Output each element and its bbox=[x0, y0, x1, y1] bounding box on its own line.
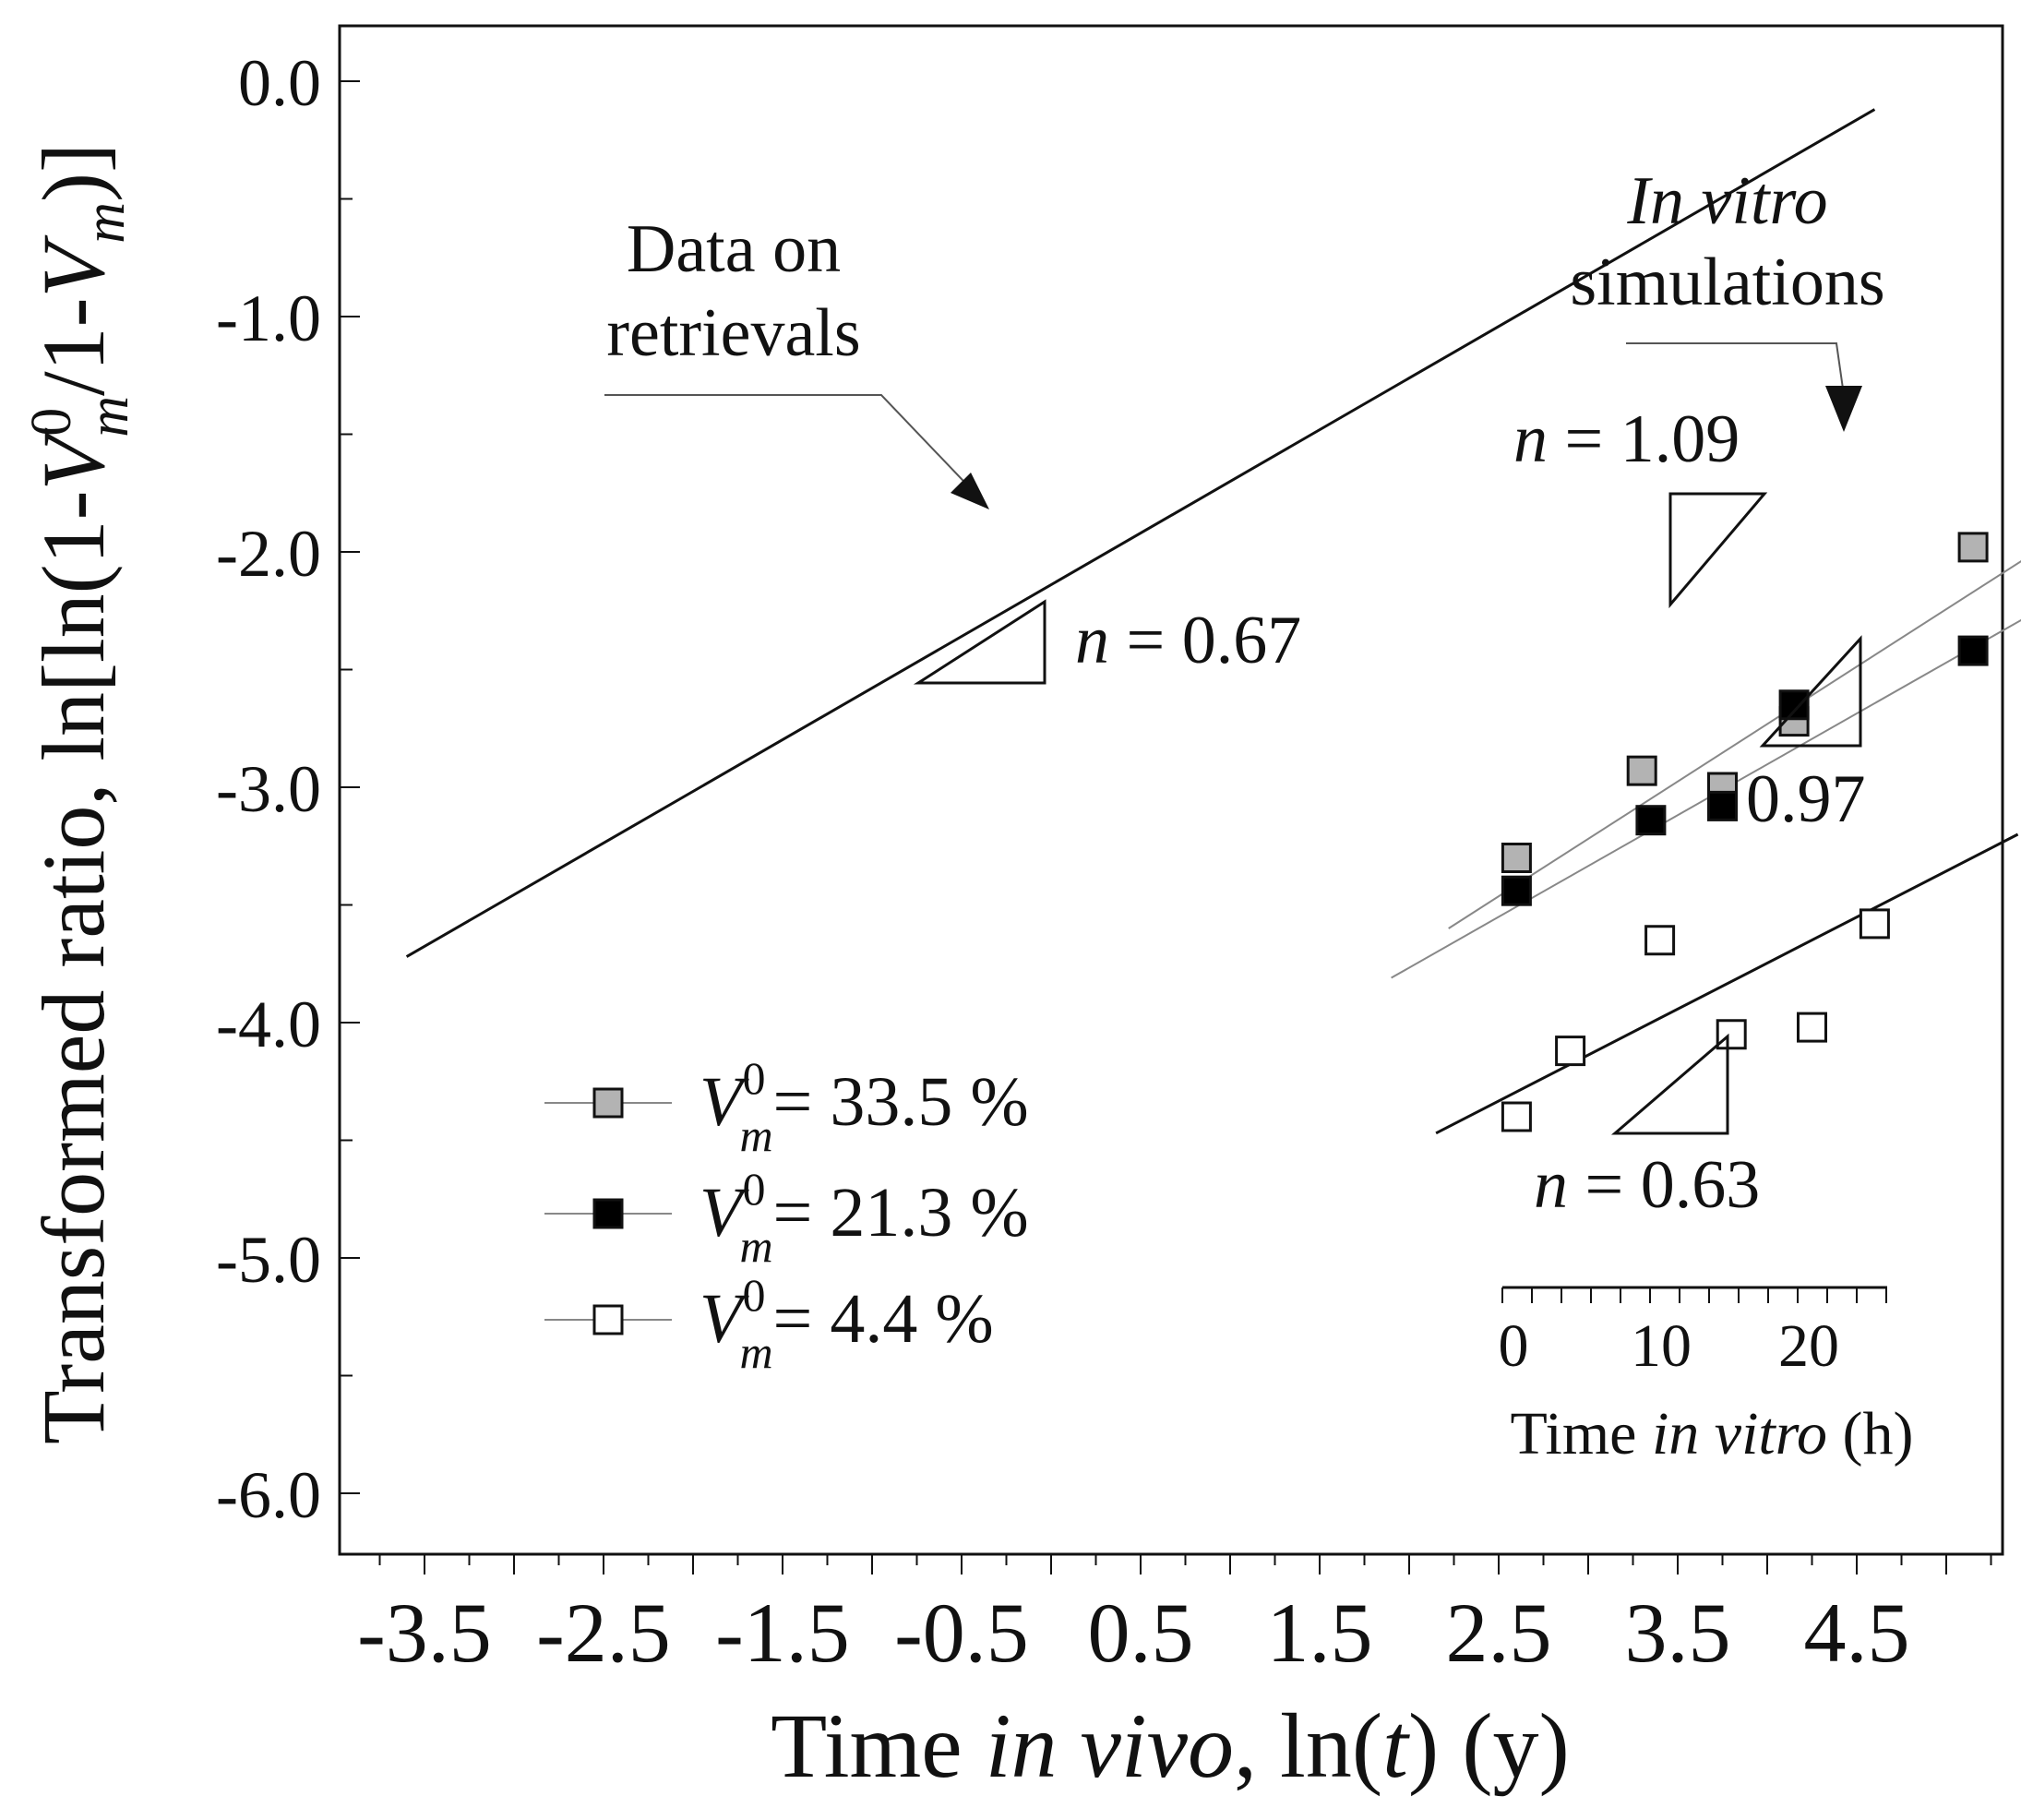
x-axis: -3.5 -2.5 -1.5 -0.5 0.5 1.5 2.5 3.5 4.5 bbox=[357, 1554, 1992, 1680]
inset-tick-20: 20 bbox=[1778, 1312, 1839, 1380]
y-tick-label: 0.0 bbox=[238, 46, 321, 120]
fit-line-213 bbox=[1391, 618, 2021, 979]
legend-label: V0 m= 4.4 % bbox=[700, 1269, 994, 1378]
plot-frame bbox=[338, 24, 2004, 1556]
slope-triangle-109 bbox=[1668, 492, 1768, 609]
legend-marker bbox=[592, 1087, 624, 1119]
inset-tick-10: 10 bbox=[1631, 1312, 1692, 1380]
legend-marker bbox=[592, 1304, 624, 1335]
legend-label: V0 m= 21.3 % bbox=[700, 1163, 1029, 1272]
annotation-n063: n = 0.63 bbox=[1534, 1147, 1760, 1223]
annotation-n067: n = 0.67 bbox=[1075, 603, 1301, 678]
x-tick-label: 4.5 bbox=[1804, 1586, 1910, 1680]
invitro-pointer bbox=[1626, 342, 1845, 396]
annotation-retrievals-1: Data on bbox=[627, 211, 841, 287]
fit-line-44 bbox=[1435, 832, 2019, 1135]
data-point bbox=[1716, 1019, 1747, 1050]
data-point bbox=[1778, 689, 1810, 721]
retrieval-trend-line bbox=[405, 108, 1876, 958]
annotation-n109: n = 1.09 bbox=[1513, 401, 1740, 477]
legend: V0 m= 33.5 %V0 m= 21.3 %V0 m= 4.4 % bbox=[544, 1052, 1029, 1378]
x-tick-label: 1.5 bbox=[1267, 1586, 1373, 1680]
data-point bbox=[1644, 925, 1676, 956]
y-tick-label: -2.0 bbox=[216, 517, 321, 591]
data-point bbox=[1957, 532, 1989, 563]
data-points bbox=[1501, 532, 1989, 1132]
y-tick-label: -5.0 bbox=[216, 1223, 321, 1297]
annotation-retrievals-2: retrievals bbox=[606, 295, 860, 371]
y-axis-label: Transformed ratio, ln[ln(1-V0m/1-Vm)] bbox=[20, 143, 140, 1444]
retrievals-pointer bbox=[604, 394, 981, 499]
data-point bbox=[1957, 635, 1989, 666]
retrievals-arrowhead-icon bbox=[951, 473, 989, 509]
invitro-arrowhead-icon bbox=[1825, 386, 1862, 432]
annotation-invitro-1: In vitro bbox=[1626, 163, 1827, 239]
legend-label: V0 m= 33.5 % bbox=[700, 1052, 1029, 1161]
inset-time-axis: 0 10 20 Time in vitro (h) bbox=[1499, 1286, 1914, 1467]
x-tick-label: -1.5 bbox=[715, 1586, 850, 1680]
slope-triangle-067 bbox=[913, 599, 1046, 685]
annotation-invitro-2: simulations bbox=[1570, 245, 1884, 320]
y-tick-label: -4.0 bbox=[216, 988, 321, 1061]
y-axis: 0.0 -1.0 -2.0 -3.0 -4.0 -5.0 -6.0 bbox=[216, 46, 360, 1532]
fit-lines bbox=[1391, 559, 2021, 1135]
x-tick-label: -0.5 bbox=[894, 1586, 1029, 1680]
data-point bbox=[1635, 805, 1667, 836]
data-point bbox=[1501, 1101, 1532, 1132]
data-point bbox=[1626, 755, 1657, 786]
data-point bbox=[1555, 1036, 1586, 1067]
x-tick-label: 0.5 bbox=[1088, 1586, 1194, 1680]
fit-line-335 bbox=[1448, 559, 2021, 929]
inset-axis-label: Time in vitro (h) bbox=[1511, 1400, 1914, 1467]
y-tick-label: -1.0 bbox=[216, 281, 321, 355]
data-point bbox=[1501, 875, 1532, 906]
data-point bbox=[1707, 790, 1738, 821]
data-point bbox=[1859, 908, 1890, 940]
y-tick-label: -6.0 bbox=[216, 1458, 321, 1532]
legend-marker bbox=[592, 1198, 624, 1229]
inset-tick-0: 0 bbox=[1499, 1312, 1529, 1380]
x-tick-label: 3.5 bbox=[1625, 1586, 1731, 1680]
x-tick-label: 2.5 bbox=[1446, 1586, 1552, 1680]
x-tick-label: -2.5 bbox=[536, 1586, 671, 1680]
x-tick-label: -3.5 bbox=[357, 1586, 492, 1680]
data-point bbox=[1501, 843, 1532, 873]
slope-triangle-097 bbox=[1759, 635, 1862, 748]
data-point bbox=[1797, 1012, 1827, 1043]
x-axis-label: Time in vivo, ln(t) (y) bbox=[771, 1694, 1570, 1797]
annotation-n097: 0.97 bbox=[1746, 761, 1866, 837]
y-tick-label: -3.0 bbox=[216, 752, 321, 826]
slope-triangle-063 bbox=[1610, 1033, 1729, 1135]
